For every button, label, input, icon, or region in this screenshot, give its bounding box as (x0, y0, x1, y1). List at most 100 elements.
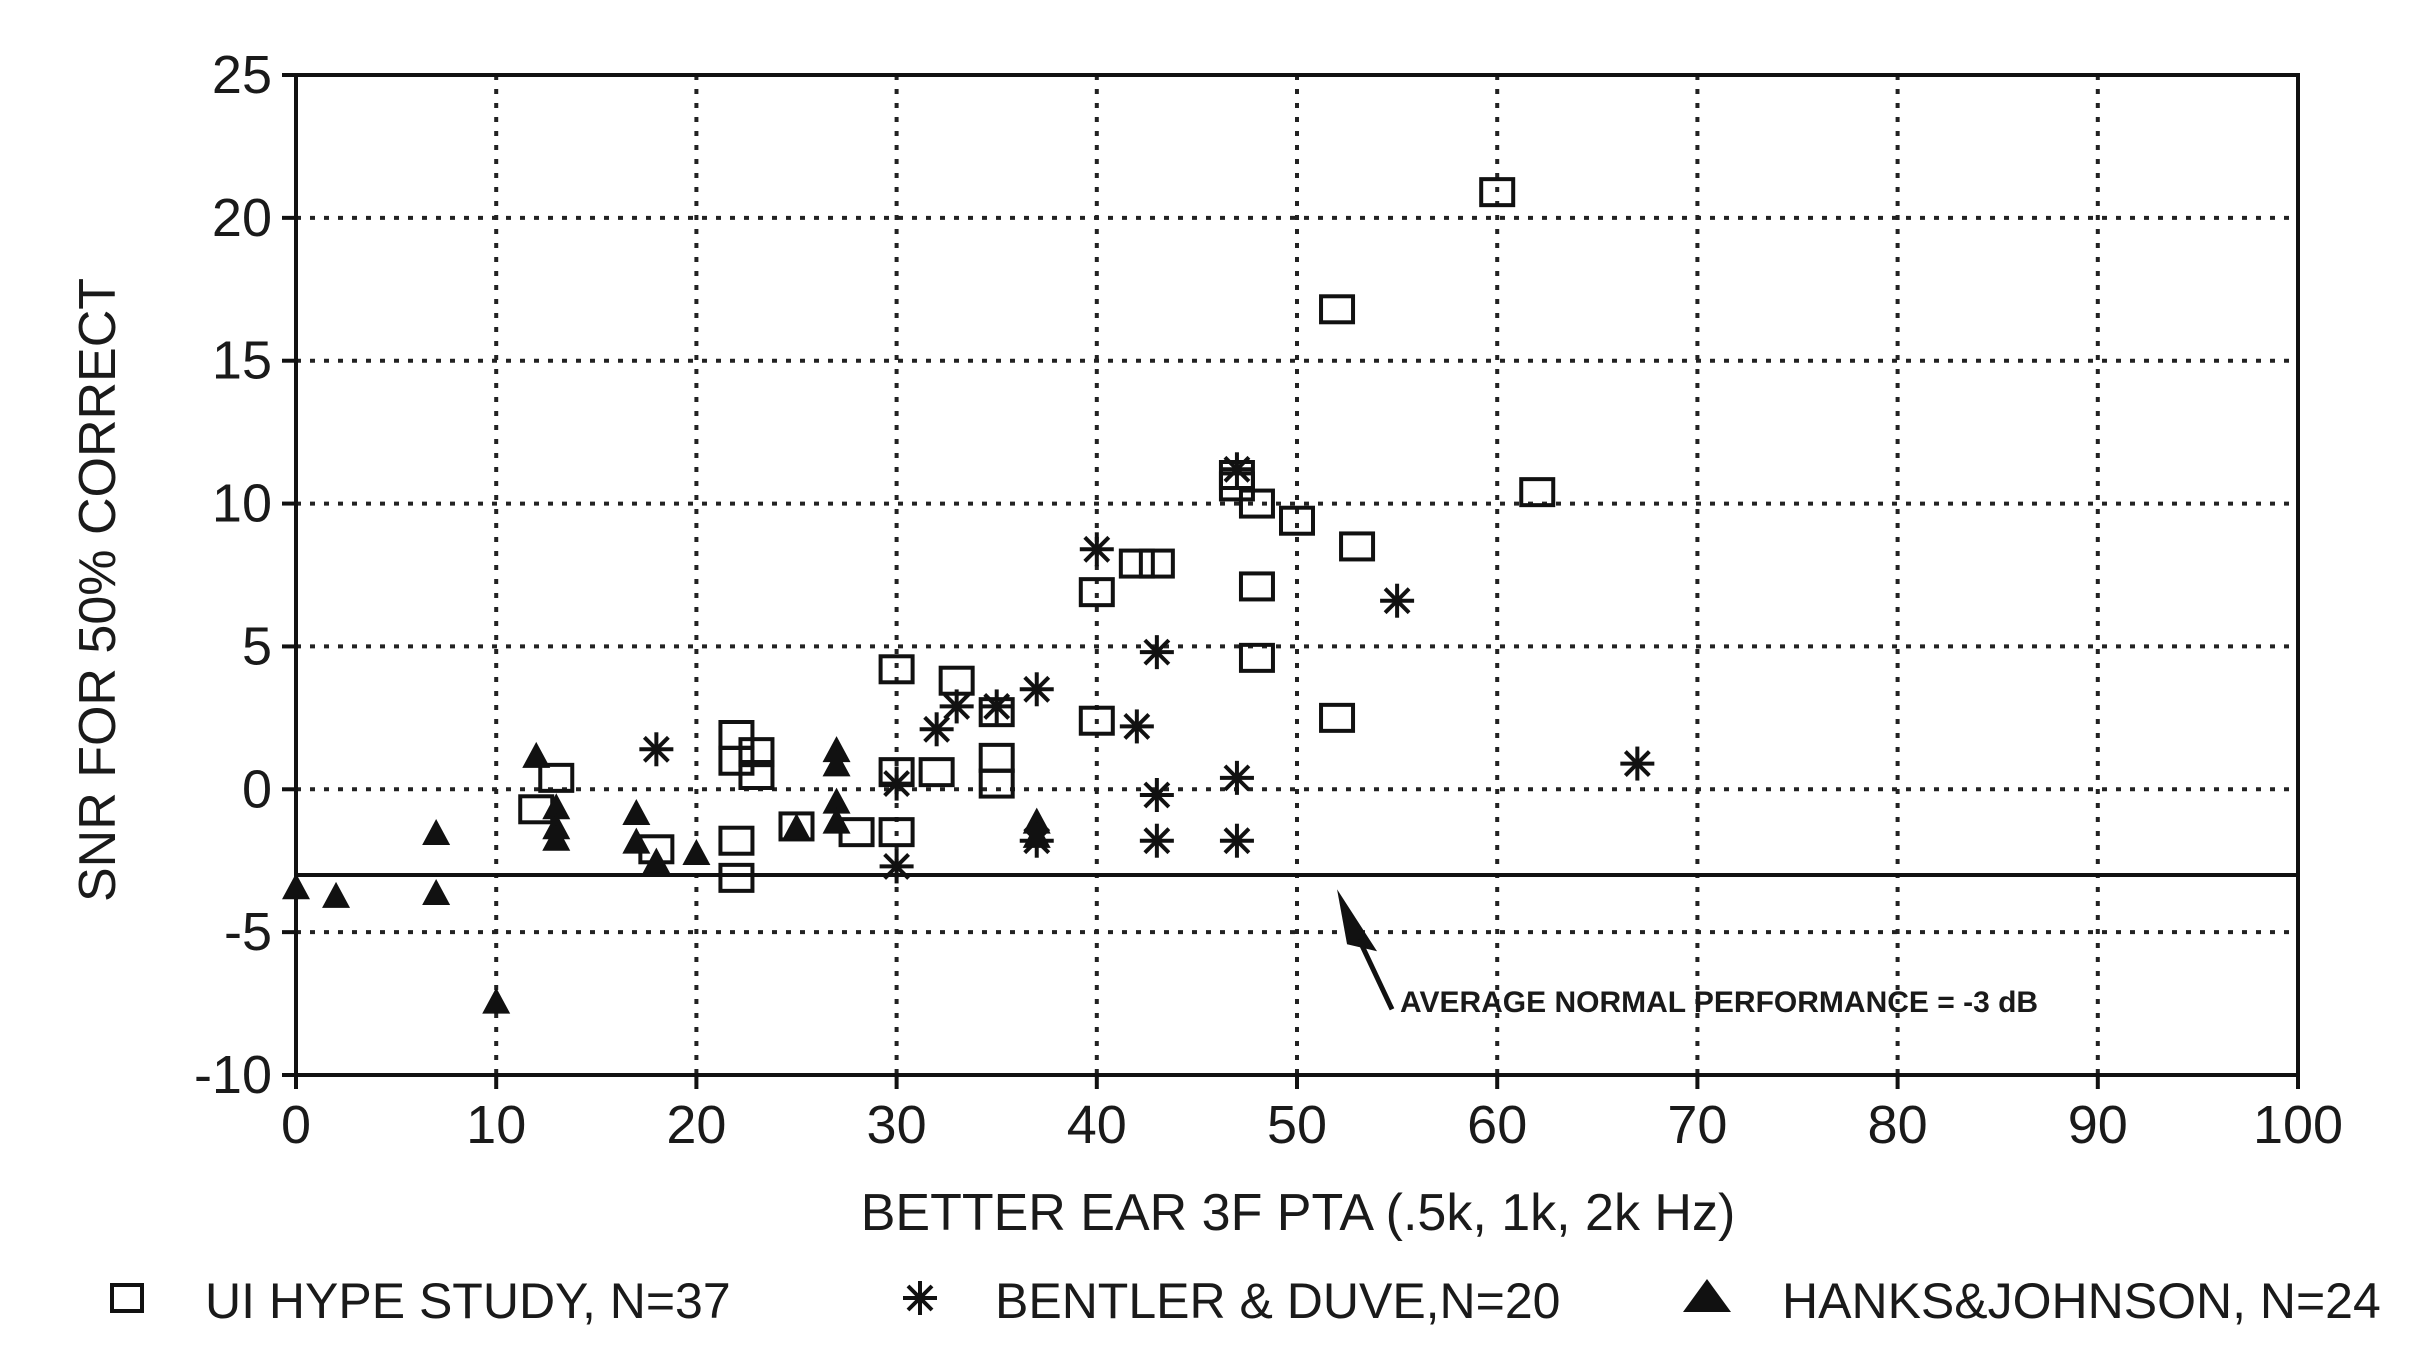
asterisk-stroke (1223, 827, 1251, 855)
y-axis-title: SNR FOR 50% CORRECT (69, 278, 127, 902)
square-point (1479, 177, 1516, 208)
x-tick-label: 90 (2068, 1095, 2128, 1155)
legend-label-bentler-duve: BENTLER & DUVE,N=20 (995, 1273, 1560, 1329)
triangle-point (522, 741, 551, 768)
asterisk-stroke (1143, 781, 1171, 809)
asterisk-stroke (1143, 827, 1171, 855)
y-tick-label: 0 (242, 759, 272, 819)
asterisk-point (1019, 672, 1054, 707)
x-tick-label: 70 (1667, 1095, 1727, 1155)
triangle-point (542, 793, 571, 820)
asterisk-point (1119, 709, 1154, 744)
x-tick-label: 80 (1868, 1095, 1928, 1155)
square-point (978, 742, 1015, 773)
square-point (538, 762, 575, 793)
legend-item-hanks-johnson: HANKS&JOHNSON, N=24 (1683, 1273, 2381, 1329)
asterisk-point (1219, 452, 1254, 487)
asterisk-stroke (983, 693, 1011, 720)
triangle-marker-icon (1683, 1279, 1731, 1312)
square-point (738, 737, 775, 768)
triangle-point (622, 827, 651, 854)
triangle-point (1022, 821, 1051, 848)
x-axis-ticks: 0 10 20 30 40 50 60 70 80 90 100 (281, 1075, 2343, 1155)
asterisk-stroke (923, 715, 951, 743)
asterisk-point (1380, 583, 1415, 618)
asterisk-point (879, 849, 914, 884)
x-tick-label: 20 (666, 1095, 726, 1155)
y-axis-ticks: -10 -5 0 5 10 15 20 25 (194, 45, 296, 1105)
square-point (1238, 642, 1275, 673)
asterisk-point (1219, 760, 1254, 795)
square-point (1319, 702, 1356, 733)
asterisk-stroke (1223, 455, 1251, 483)
triangle-point (322, 881, 351, 908)
x-tick-label: 50 (1267, 1095, 1327, 1155)
square-point (918, 757, 955, 788)
triangle-point (822, 807, 851, 834)
triangle-point (422, 819, 451, 845)
triangle-point (642, 847, 671, 874)
square-point (718, 720, 755, 750)
triangle-point (482, 987, 511, 1014)
asterisk-point (1139, 778, 1174, 812)
asterisk-point (1139, 635, 1174, 670)
y-tick-label: 20 (212, 188, 272, 248)
legend-label-hanks-johnson: HANKS&JOHNSON, N=24 (1782, 1273, 2381, 1329)
x-axis-title: BETTER EAR 3F PTA (.5k, 1k, 2k Hz) (861, 1184, 1736, 1242)
x-tick-label: 30 (867, 1095, 927, 1155)
triangle-point (782, 813, 811, 840)
asterisk-point (1139, 823, 1174, 858)
x-tick-label: 10 (466, 1095, 526, 1155)
square-point (1078, 705, 1115, 736)
asterisk-point (979, 689, 1014, 724)
square-point (1118, 548, 1155, 579)
square-point (878, 654, 915, 685)
asterisk-stroke (1623, 750, 1651, 777)
square-point (1519, 477, 1556, 508)
square-point (1078, 577, 1115, 608)
y-tick-label: 15 (212, 331, 272, 391)
asterisk-stroke (943, 693, 971, 720)
asterisk-stroke (1023, 675, 1051, 703)
asterisk-point (639, 732, 674, 767)
asterisk-point (1219, 823, 1254, 858)
asterisk-stroke (642, 735, 670, 763)
asterisk-stroke (1083, 535, 1111, 563)
asterisk-stroke (1143, 638, 1171, 666)
asterisk-stroke (1383, 587, 1411, 615)
triangle-point (1022, 807, 1051, 834)
y-tick-label: -5 (224, 902, 272, 962)
legend-label-ui-hype: UI HYPE STUDY, N=37 (205, 1273, 731, 1329)
reference-annotation: AVERAGE NORMAL PERFORMANCE = -3 dB (1337, 889, 2038, 1019)
asterisk-point (919, 712, 954, 747)
asterisk-point (1620, 746, 1655, 781)
triangle-point (622, 799, 651, 825)
plot-frame (294, 73, 2300, 1077)
triangle-point (282, 873, 310, 900)
square-point (718, 862, 755, 893)
asterisk-point (939, 689, 974, 724)
triangle-point (822, 736, 851, 763)
y-tick-label: 5 (242, 616, 272, 676)
data-points (282, 177, 1655, 1014)
square-point (1279, 505, 1315, 536)
asterisk-point (1079, 532, 1114, 567)
asterisk-stroke (883, 853, 911, 880)
legend-item-ui-hype: UI HYPE STUDY, N=37 (110, 1273, 731, 1329)
y-tick-label: -10 (194, 1045, 272, 1105)
asterisk-stroke (1223, 764, 1251, 792)
reference-label: AVERAGE NORMAL PERFORMANCE = -3 dB (1400, 986, 2038, 1019)
reference-arrow-icon (1337, 889, 1378, 952)
x-tick-label: 0 (281, 1095, 311, 1155)
triangle-point (542, 824, 571, 851)
reference-arrow-stem (1356, 938, 1395, 1011)
square-point (1339, 531, 1376, 562)
square-point (1319, 294, 1356, 325)
square-point (978, 768, 1015, 799)
x-tick-label: 100 (2253, 1095, 2343, 1155)
triangle-point (422, 879, 451, 905)
legend-item-bentler-duve: BENTLER & DUVE,N=20 (903, 1273, 1560, 1329)
square-point (878, 817, 915, 848)
square-point (1238, 571, 1275, 602)
